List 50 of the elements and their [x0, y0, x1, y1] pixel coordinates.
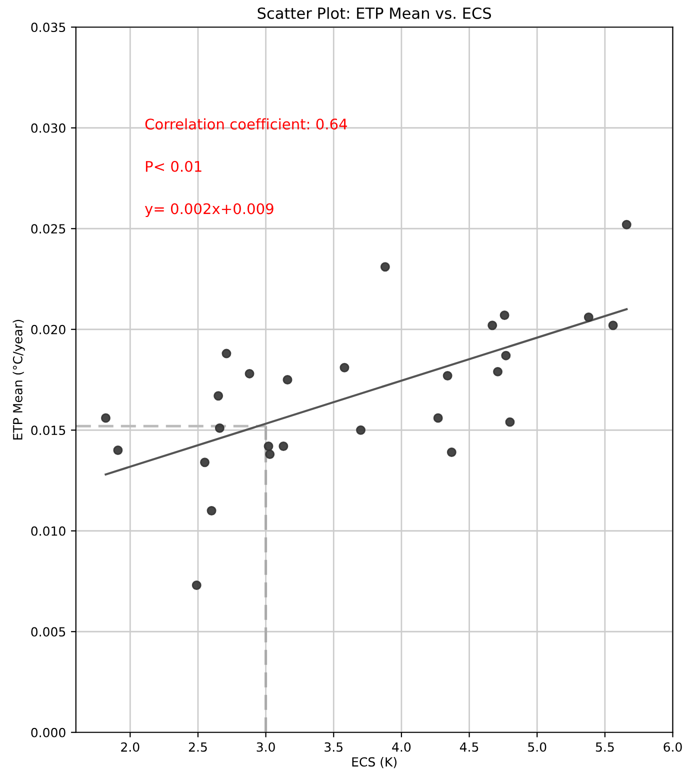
y-tick-label: 0.030	[31, 123, 66, 133]
point	[265, 450, 275, 460]
y-tick-label: 0.025	[31, 224, 66, 234]
x-tick-label: 2.5	[188, 742, 207, 752]
point	[584, 312, 594, 322]
point	[222, 348, 232, 358]
x-tick-label: 2.0	[121, 742, 140, 752]
point	[101, 413, 110, 423]
chart-title: Scatter Plot: ETP Mean vs. ECS	[258, 7, 491, 20]
point	[446, 448, 456, 458]
point	[501, 350, 511, 360]
point	[442, 370, 452, 380]
y-tick-label: 0.020	[31, 324, 66, 334]
point	[282, 375, 292, 384]
point	[493, 366, 503, 376]
x-tick-label: 6.0	[664, 742, 682, 752]
point	[278, 442, 288, 451]
x-tick-label: 5.0	[528, 742, 546, 752]
point	[192, 580, 202, 590]
point	[113, 446, 123, 456]
y-tick-label: 0.000	[31, 728, 66, 738]
y-axis-title: ETP Mean (°C/year)	[12, 320, 25, 440]
point	[214, 391, 224, 401]
annotation: Correlation coefficient: 0.64	[145, 118, 348, 130]
x-tick-label: 4.0	[392, 742, 411, 752]
y-tick-label: 0.005	[31, 627, 66, 637]
point	[214, 423, 224, 433]
point	[488, 320, 498, 330]
annotation: y= 0.002x+0.009	[144, 203, 274, 218]
point	[264, 442, 274, 451]
point	[500, 310, 510, 320]
point	[206, 506, 216, 516]
annotation: P< 0.01	[146, 160, 202, 172]
x-tick-label: 5.5	[596, 742, 614, 752]
point	[380, 262, 390, 272]
x-tick-label: 4.5	[460, 742, 478, 752]
x-tick-label: 3.5	[324, 742, 342, 752]
x-tick-label: 3.0	[256, 742, 275, 752]
point	[505, 417, 515, 427]
point	[608, 320, 618, 330]
y-tick-label: 0.035	[31, 22, 66, 32]
point	[244, 368, 254, 378]
y-tick-label: 0.015	[31, 426, 66, 436]
point	[433, 413, 443, 423]
x-axis-title: ECS (K)	[352, 756, 396, 768]
point	[356, 425, 366, 435]
point	[200, 458, 210, 468]
point	[622, 220, 632, 230]
y-tick-label: 0.010	[31, 526, 66, 536]
point	[340, 362, 350, 372]
